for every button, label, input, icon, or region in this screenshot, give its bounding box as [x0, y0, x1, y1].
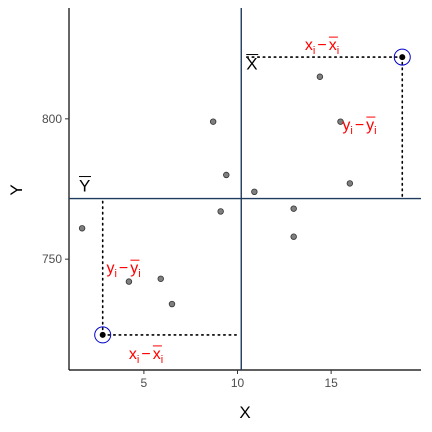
- data-point: [168, 300, 176, 308]
- axis-ticks: 5 10 15 750 800: [42, 112, 338, 390]
- deviation-y-label-lower-part: −: [119, 260, 128, 277]
- x-tick-label: 15: [324, 376, 338, 390]
- x-tick-label: 5: [141, 376, 148, 390]
- deviation-y-label-upper: yi − yi: [342, 116, 377, 137]
- deviation-x-label-lower-part: i: [137, 354, 139, 366]
- deviation-y-label-upper-part: y: [342, 117, 350, 134]
- deviation-y-label-upper-part: i: [350, 125, 352, 137]
- highlighted-point-ring: [94, 326, 112, 344]
- data-point: [217, 208, 224, 215]
- data-point: [337, 118, 344, 125]
- data-point: [223, 171, 230, 179]
- deviation-y-label-lower: yi − yi: [106, 259, 141, 280]
- deviation-x-label-upper-part: x: [305, 37, 313, 54]
- deviation-y-label-lower-text: yi − yi: [106, 260, 140, 280]
- deviation-y-label-upper-part: y: [366, 117, 374, 134]
- y-tick-label: 750: [42, 252, 62, 266]
- data-point: [251, 188, 258, 196]
- mean-x-label-text: X: [246, 55, 257, 74]
- data-point: [290, 205, 297, 212]
- deviation-x-label-upper-part: i: [337, 45, 339, 57]
- data-point: [209, 118, 217, 125]
- deviation-y-label-lower-part: y: [130, 260, 138, 277]
- mean-x-label: X: [246, 54, 259, 74]
- data-point: [157, 275, 164, 282]
- deviation-x-label-upper-text: xi − xi: [305, 37, 339, 57]
- deviation-y-label-upper-text: yi − yi: [342, 117, 376, 137]
- mean-y-label: Y: [79, 176, 91, 196]
- deviation-x-label-lower: xi − xi: [129, 345, 163, 366]
- highlighted-point-ring: [393, 48, 411, 66]
- y-axis-title: Y: [7, 184, 26, 195]
- deviation-x-label-upper: xi − xi: [305, 36, 339, 57]
- deviation-y-label-upper-part: −: [355, 117, 364, 134]
- deviation-x-label-upper-part: −: [317, 37, 326, 54]
- mean-y-label-text: Y: [79, 177, 90, 196]
- deviation-y-label-lower-part: i: [138, 268, 140, 280]
- highlighted-point: [99, 331, 106, 338]
- deviation-y-label-upper-part: i: [374, 125, 376, 137]
- data-point: [78, 225, 86, 232]
- data-point: [316, 73, 324, 80]
- deviation-x-label-upper-part: x: [329, 37, 337, 54]
- deviation-x-label-lower-part: i: [161, 354, 163, 366]
- deviation-x-label-lower-text: xi − xi: [129, 346, 163, 366]
- data-point: [346, 180, 354, 187]
- highlighted-point: [399, 54, 406, 61]
- data-point: [125, 278, 133, 285]
- x-tick-label: 10: [231, 376, 245, 390]
- x-axis-title: X: [239, 403, 250, 422]
- deviation-y-label-lower-part: i: [114, 268, 116, 280]
- y-tick-label: 800: [42, 112, 62, 126]
- deviation-x-label-lower-part: x: [129, 346, 137, 363]
- deviation-x-label-lower-part: −: [141, 346, 150, 363]
- deviation-y-label-lower-part: y: [106, 260, 114, 277]
- data-point: [290, 233, 297, 240]
- deviation-x-label-lower-part: x: [153, 346, 161, 363]
- deviation-x-label-upper-part: i: [313, 45, 315, 57]
